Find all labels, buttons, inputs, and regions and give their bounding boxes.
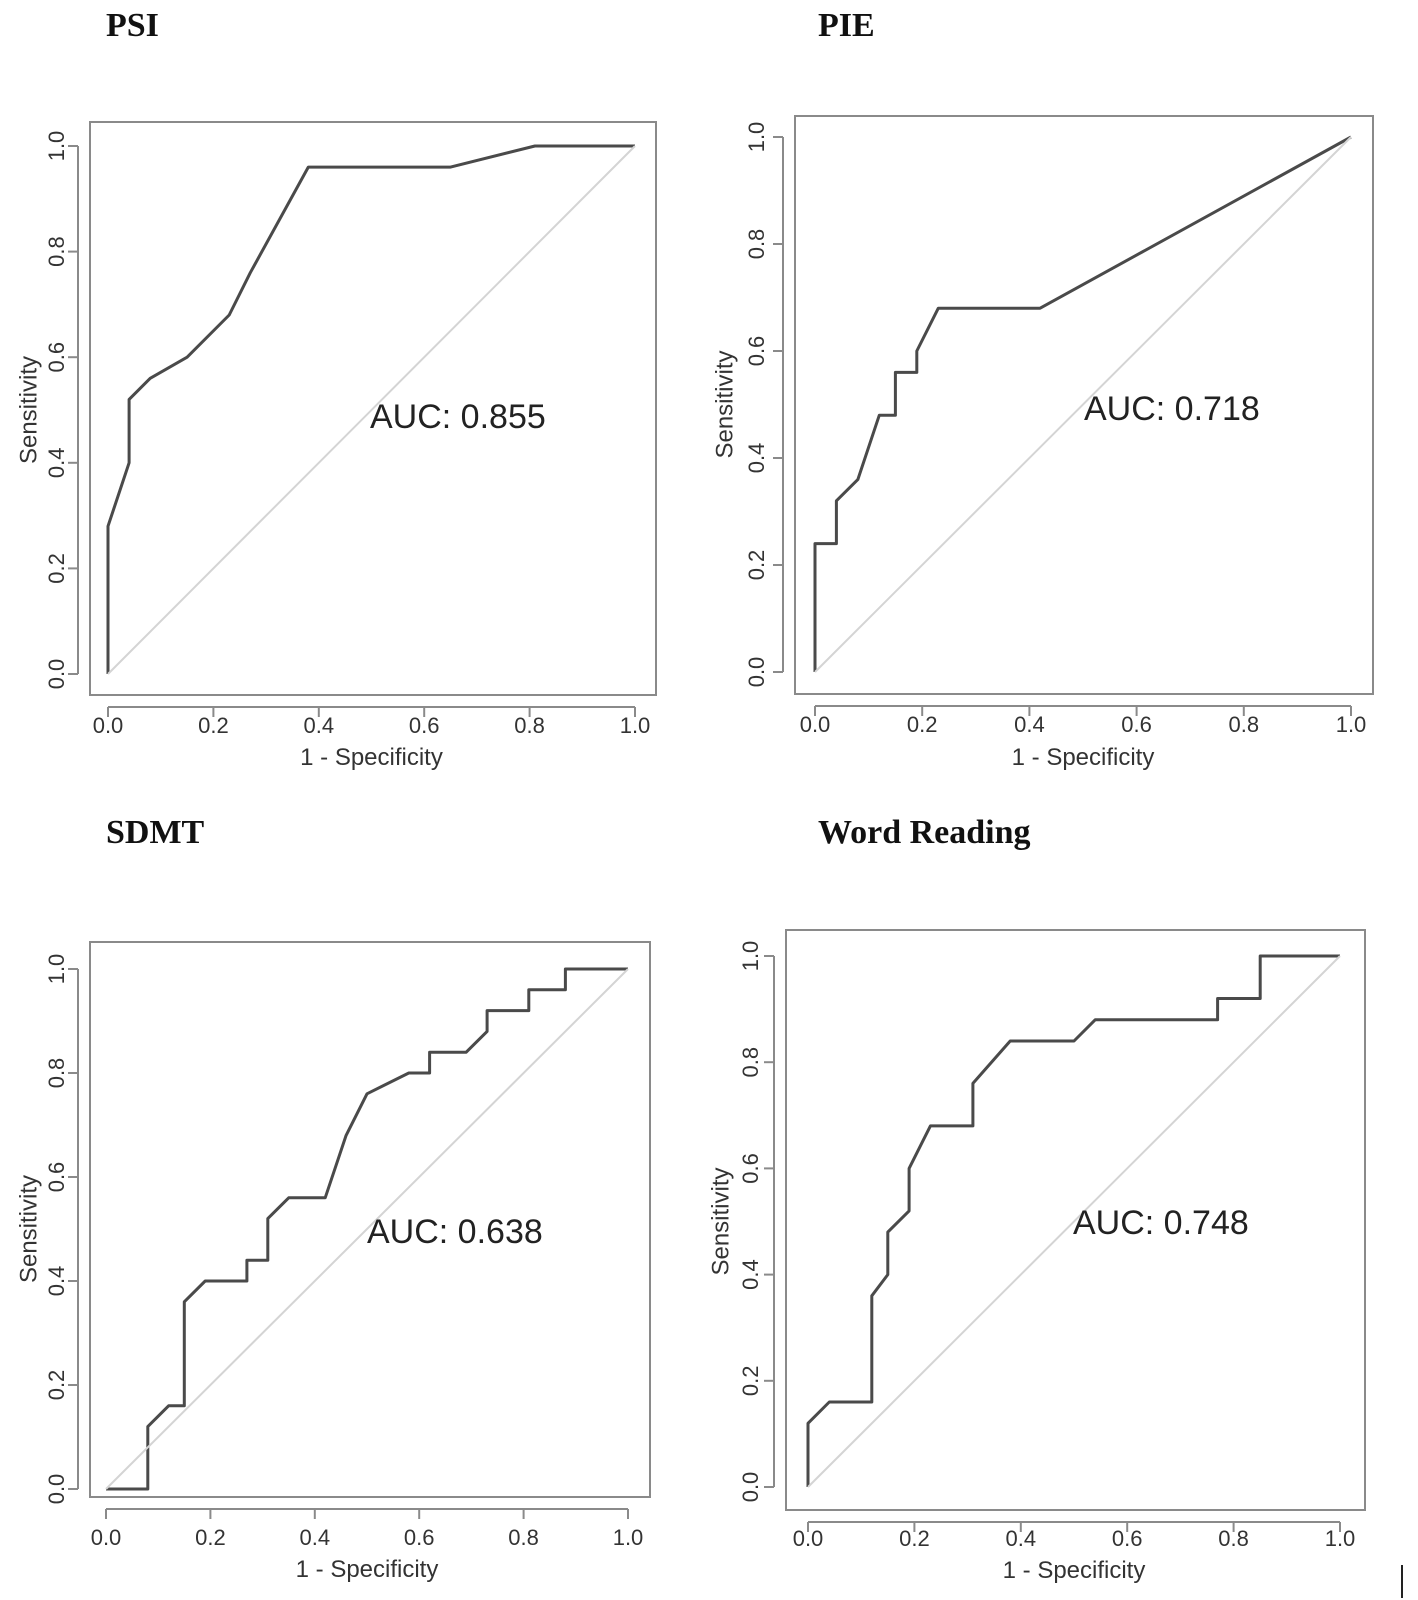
x-tick-label: 1.0	[613, 1525, 644, 1550]
y-tick-label: 0.4	[738, 1259, 763, 1290]
reference-diagonal-line	[814, 136, 1352, 673]
panel-title: PIE	[818, 7, 875, 44]
panel-title: SDMT	[106, 814, 205, 851]
y-tick-label: 1.0	[738, 941, 763, 972]
plot-frame	[89, 941, 651, 1498]
y-tick-label: 0.8	[44, 1058, 69, 1089]
x-tick-label: 0.4	[1006, 1526, 1037, 1551]
y-tick-label: 1.0	[44, 954, 69, 985]
y-tick-label: 0.2	[738, 1366, 763, 1397]
x-tick-label: 0.2	[195, 1525, 226, 1550]
reference-diagonal-line	[107, 145, 636, 675]
x-tick-label: 0.2	[907, 712, 938, 737]
roc-curve	[106, 144, 635, 674]
auc-label: AUC: 0.748	[1073, 1204, 1249, 1242]
x-axis-label: 1 - Specificity	[1003, 1557, 1146, 1584]
x-axis-label: 1 - Specificity	[1012, 744, 1155, 771]
roc-panel: PSI 0.0 0.0 0.2 0.2 0.4 0.4 0.6 0.6 0.8 0.8 1.0 1.0 1…	[15, 7, 657, 771]
y-tick-label: 1.0	[44, 131, 69, 162]
y-tick-label: 0.2	[44, 1370, 69, 1401]
y-tick-label: 0.0	[738, 1472, 763, 1503]
x-tick-label: 0.8	[514, 713, 545, 738]
y-tick-label: 0.4	[44, 1266, 69, 1297]
y-tick-label: 0.0	[44, 659, 69, 690]
y-axis-label: Sensitivity	[711, 350, 738, 458]
x-tick-label: 0.0	[91, 1525, 122, 1550]
panel-title: PSI	[106, 7, 159, 44]
x-tick-label: 0.2	[899, 1526, 930, 1551]
auc-label: AUC: 0.855	[370, 398, 546, 436]
y-tick-label: 0.6	[44, 1162, 69, 1193]
roc-curve	[106, 967, 628, 1491]
y-tick-label: 0.0	[44, 1474, 69, 1505]
plot-frame	[89, 121, 657, 696]
roc-curve	[813, 135, 1352, 672]
x-tick-label: 0.0	[93, 713, 124, 738]
x-tick-label: 0.6	[1112, 1526, 1143, 1551]
x-tick-label: 0.0	[800, 712, 831, 737]
x-tick-label: 0.8	[508, 1525, 539, 1550]
auc-label: AUC: 0.638	[367, 1213, 543, 1251]
y-tick-label: 0.2	[44, 553, 69, 584]
y-tick-label: 0.0	[744, 657, 769, 688]
roc-curve	[806, 954, 1340, 1487]
x-tick-label: 0.6	[409, 713, 440, 738]
y-axis-label: Sensitivity	[707, 1167, 734, 1275]
reference-diagonal-line	[105, 968, 629, 1490]
x-axis-label: 1 - Specificity	[296, 1556, 439, 1583]
y-tick-label: 0.6	[44, 342, 69, 373]
roc-panel: SDMT 0.0 0.0 0.2 0.2 0.4 0.4 0.6 0.6 0.8 0.8 1.0 1.0…	[15, 814, 651, 1583]
auc-label: AUC: 0.718	[1084, 390, 1260, 428]
x-tick-label: 0.6	[404, 1525, 435, 1550]
plot-frame	[794, 115, 1374, 695]
y-tick-label: 0.8	[744, 229, 769, 260]
y-tick-label: 0.6	[744, 336, 769, 367]
panel-title: Word Reading	[818, 814, 1031, 851]
y-axis-label: Sensitivity	[15, 356, 42, 464]
x-tick-label: 0.4	[300, 1525, 331, 1550]
roc-panel: Word Reading 0.0 0.0 0.2 0.2 0.4 0.4 0.6 0.6 0.8 0…	[707, 814, 1366, 1584]
x-tick-label: 0.4	[304, 713, 335, 738]
x-tick-label: 0.0	[793, 1526, 824, 1551]
x-tick-label: 0.8	[1229, 712, 1260, 737]
x-tick-label: 1.0	[620, 713, 651, 738]
reference-diagonal-line	[807, 955, 1341, 1488]
x-tick-label: 1.0	[1325, 1526, 1356, 1551]
x-tick-label: 0.6	[1121, 712, 1152, 737]
y-tick-label: 0.8	[738, 1047, 763, 1078]
x-tick-label: 0.4	[1014, 712, 1045, 737]
plot-frame	[785, 929, 1366, 1511]
y-tick-label: 0.4	[744, 443, 769, 474]
y-axis-label: Sensitivity	[15, 1175, 42, 1283]
x-tick-label: 0.2	[198, 713, 229, 738]
y-tick-label: 0.8	[44, 236, 69, 267]
y-tick-label: 0.2	[744, 550, 769, 581]
y-tick-label: 0.4	[44, 448, 69, 479]
x-tick-label: 0.8	[1218, 1526, 1249, 1551]
roc-panel: PIE 0.0 0.0 0.2 0.2 0.4 0.4 0.6 0.6 0.8 0.8 1.0 1.0 1…	[711, 7, 1374, 771]
x-tick-label: 1.0	[1336, 712, 1367, 737]
x-axis-label: 1 - Specificity	[300, 744, 443, 771]
y-tick-label: 1.0	[744, 122, 769, 153]
y-tick-label: 0.6	[738, 1153, 763, 1184]
